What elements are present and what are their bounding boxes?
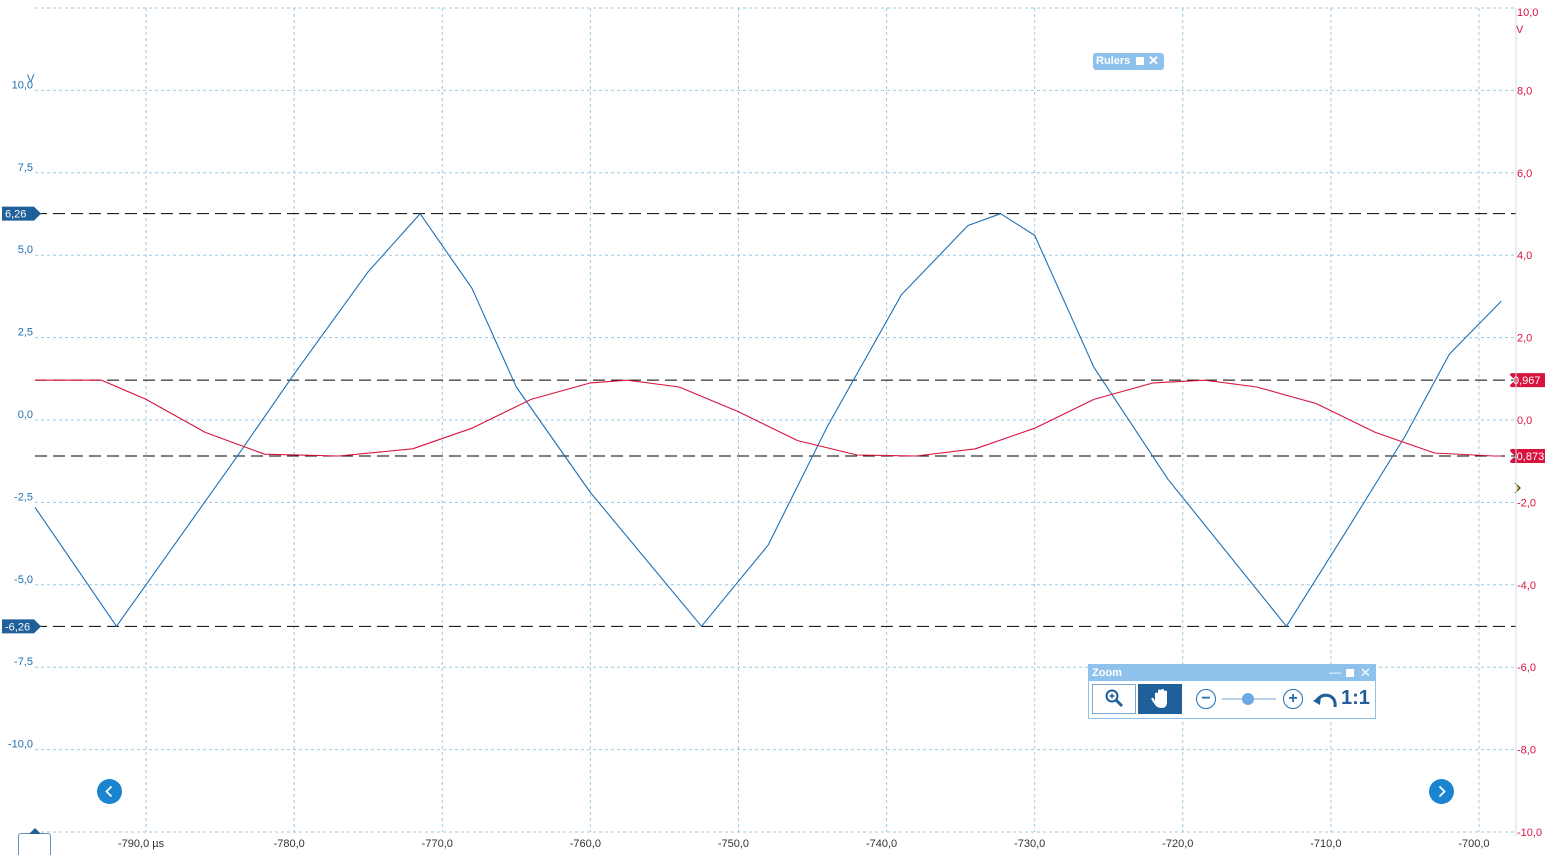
left-tick-label: 2,5 [18,327,33,339]
zoom-reset-button[interactable]: 1:1 [1341,687,1370,709]
right-tick-label: 4,0 [1517,250,1532,262]
left-tick-label: 0,0 [18,409,33,421]
x-tick-label: -790,0 µs [118,838,165,850]
maximize-icon[interactable] [1346,669,1354,677]
channel-tab-handle[interactable] [18,828,51,855]
right-tick-label: -2,0 [1517,497,1536,509]
ruler-marker-right: -0,873 [1510,448,1545,463]
ruler-marker-right: 0,967 [1510,373,1545,388]
axis-ticks: 10,0 7,5 5,0 2,5 0,0 -2,5 -5,0 -7,5 -10,0 10,0 8,0… [8,7,1542,850]
x-tick-label: -720,0 [1162,838,1193,850]
magnifier-zoom-icon [1105,689,1124,708]
left-tick-label: -5,0 [14,574,33,586]
right-tick-label: -10,0 [1517,827,1542,839]
x-tick-label: -770,0 [422,838,453,850]
chevron-left-icon [105,785,113,798]
right-tick-label: -4,0 [1517,580,1536,592]
right-tick-label: 6,0 [1517,168,1532,180]
right-axis-unit: V [1516,24,1524,36]
rulers-panel[interactable]: Rulers ✕ [1093,53,1164,70]
left-tick-label: 10,0 [12,79,33,91]
maximize-icon[interactable] [1136,57,1144,65]
x-tick-label: -780,0 [274,838,305,850]
left-tick-label: 5,0 [18,244,33,256]
x-tick-label: -700,0 [1458,838,1489,850]
x-tick-label: -730,0 [1014,838,1045,850]
zoom-panel-titlebar[interactable]: Zoom — ✕ [1089,665,1375,681]
zoom-panel: Zoom — ✕ − + 1:1 [1088,664,1376,719]
series-line-2 [35,379,1502,457]
series-line-1 [34,213,1502,627]
ruler-marker-left: -6,26 [2,619,41,634]
left-tick-label: -2,5 [14,491,33,503]
trigger-marker-icon[interactable] [1514,482,1521,494]
zoom-panel-title: Zoom [1092,667,1122,679]
ruler-marker-badge [2,619,41,634]
ruler-marker-value: 0,967 [1513,375,1541,387]
grid-lines [35,7,1516,833]
right-tick-label: -6,0 [1517,662,1536,674]
x-tick-label: -710,0 [1310,838,1341,850]
series-traces [34,213,1502,627]
x-tick-label: -740,0 [866,838,897,850]
zoom-in-button[interactable]: + [1283,689,1303,709]
ruler-lines [35,213,1516,627]
left-axis-unit: V [27,73,35,85]
right-tick-label: 2,0 [1517,333,1532,345]
pan-tool-button[interactable] [1138,684,1182,714]
ruler-marker-value: 6,26 [5,209,26,221]
ruler-marker-badge [2,206,41,221]
right-tick-label: 0,0 [1517,415,1532,427]
minimize-icon[interactable]: — [1329,665,1341,679]
hand-pan-icon [1151,689,1167,708]
x-tick-label: -750,0 [718,838,749,850]
left-tick-label: -10,0 [8,739,33,751]
left-tick-label: -7,5 [14,656,33,668]
zoom-out-button[interactable]: − [1196,689,1216,709]
right-tick-label: 8,0 [1517,85,1532,97]
ruler-marker-value: -6,26 [5,621,30,633]
ruler-marker-value: -0,873 [1513,451,1544,463]
chevron-right-icon [1438,785,1446,798]
ruler-markers: 6,26 -6,26 0,967 -0,873 [2,206,1545,634]
x-tick-label: -760,0 [570,838,601,850]
scroll-right-button[interactable] [1429,779,1454,804]
zoom-slider-thumb[interactable] [1242,693,1254,705]
ruler-marker-badge [1510,448,1545,463]
ruler-marker-badge [1510,373,1545,388]
ruler-marker-left: 6,26 [2,206,41,221]
close-icon[interactable]: ✕ [1148,53,1159,68]
close-icon[interactable]: ✕ [1360,665,1371,680]
caret-up-icon [29,828,41,834]
rulers-panel-title: Rulers [1096,55,1131,67]
scroll-left-button[interactable] [97,779,122,804]
zoom-tool-button[interactable] [1092,684,1136,714]
undo-arrow-icon[interactable] [1311,687,1339,711]
left-tick-label: 7,5 [18,162,33,174]
right-tick-label: -8,0 [1517,745,1536,757]
right-tick-label: 10,0 [1517,7,1538,19]
